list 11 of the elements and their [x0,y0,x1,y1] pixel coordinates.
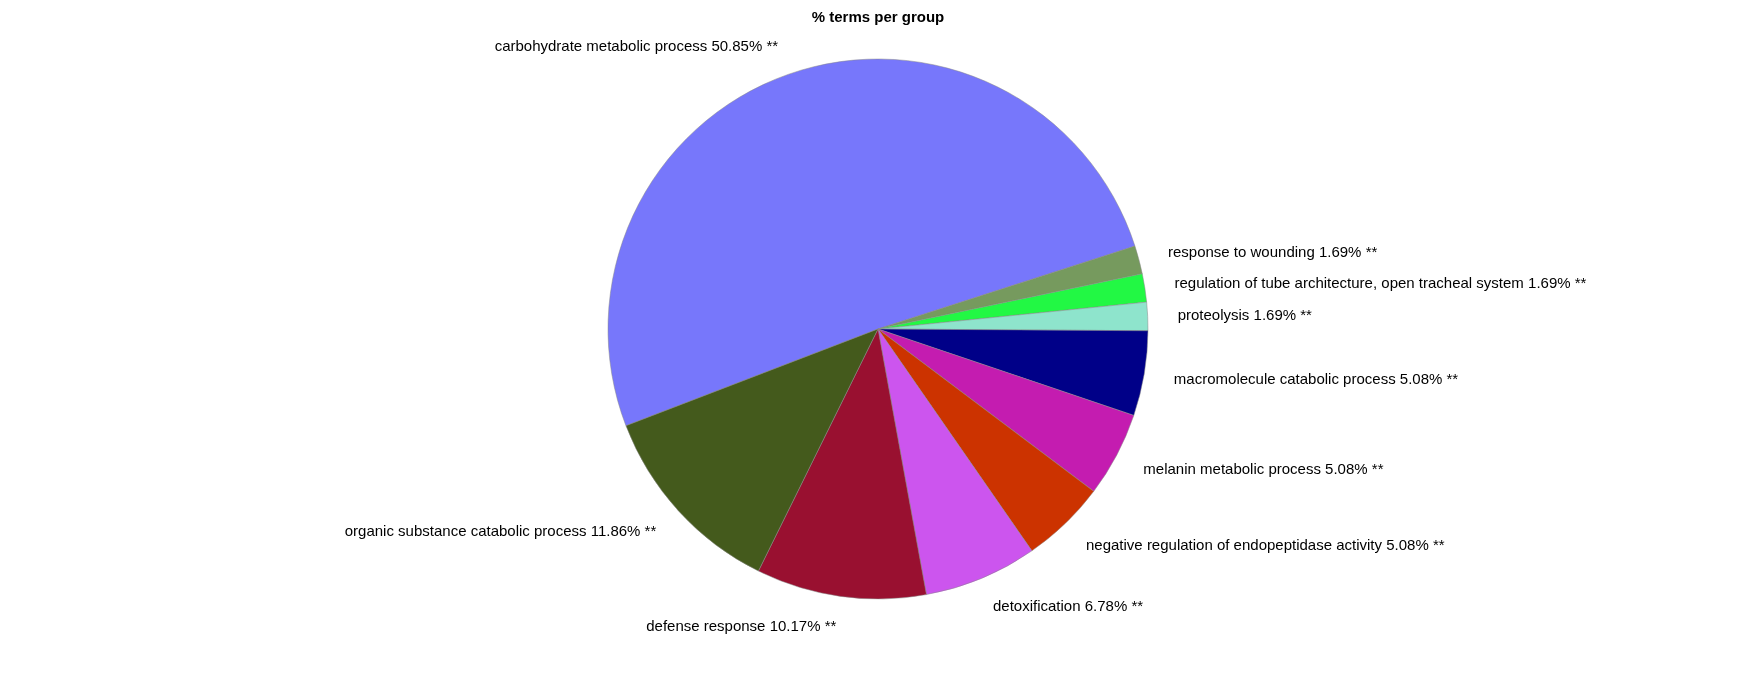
slice-label: macromolecule catabolic process 5.08% ** [1173,369,1459,387]
slice-label: regulation of tube architecture, open tracheal system 1.69% ** [1174,274,1587,292]
slice-label: response to wounding 1.69% ** [1167,243,1378,261]
slice-label: carbohydrate metabolic process 50.85% ** [494,37,779,55]
slice-label: proteolysis 1.69% ** [1177,306,1313,324]
slice-label: defense response 10.17% ** [646,617,837,635]
slice-label: melanin metabolic process 5.08% ** [1143,459,1384,477]
slice-label: detoxification 6.78% ** [993,597,1144,615]
slice-label: negative regulation of endopeptidase activity 5.08% ** [1086,536,1445,554]
slice-label: organic substance catabolic process 11.86% ** [344,522,657,540]
chart-title: % terms per group [811,8,945,25]
